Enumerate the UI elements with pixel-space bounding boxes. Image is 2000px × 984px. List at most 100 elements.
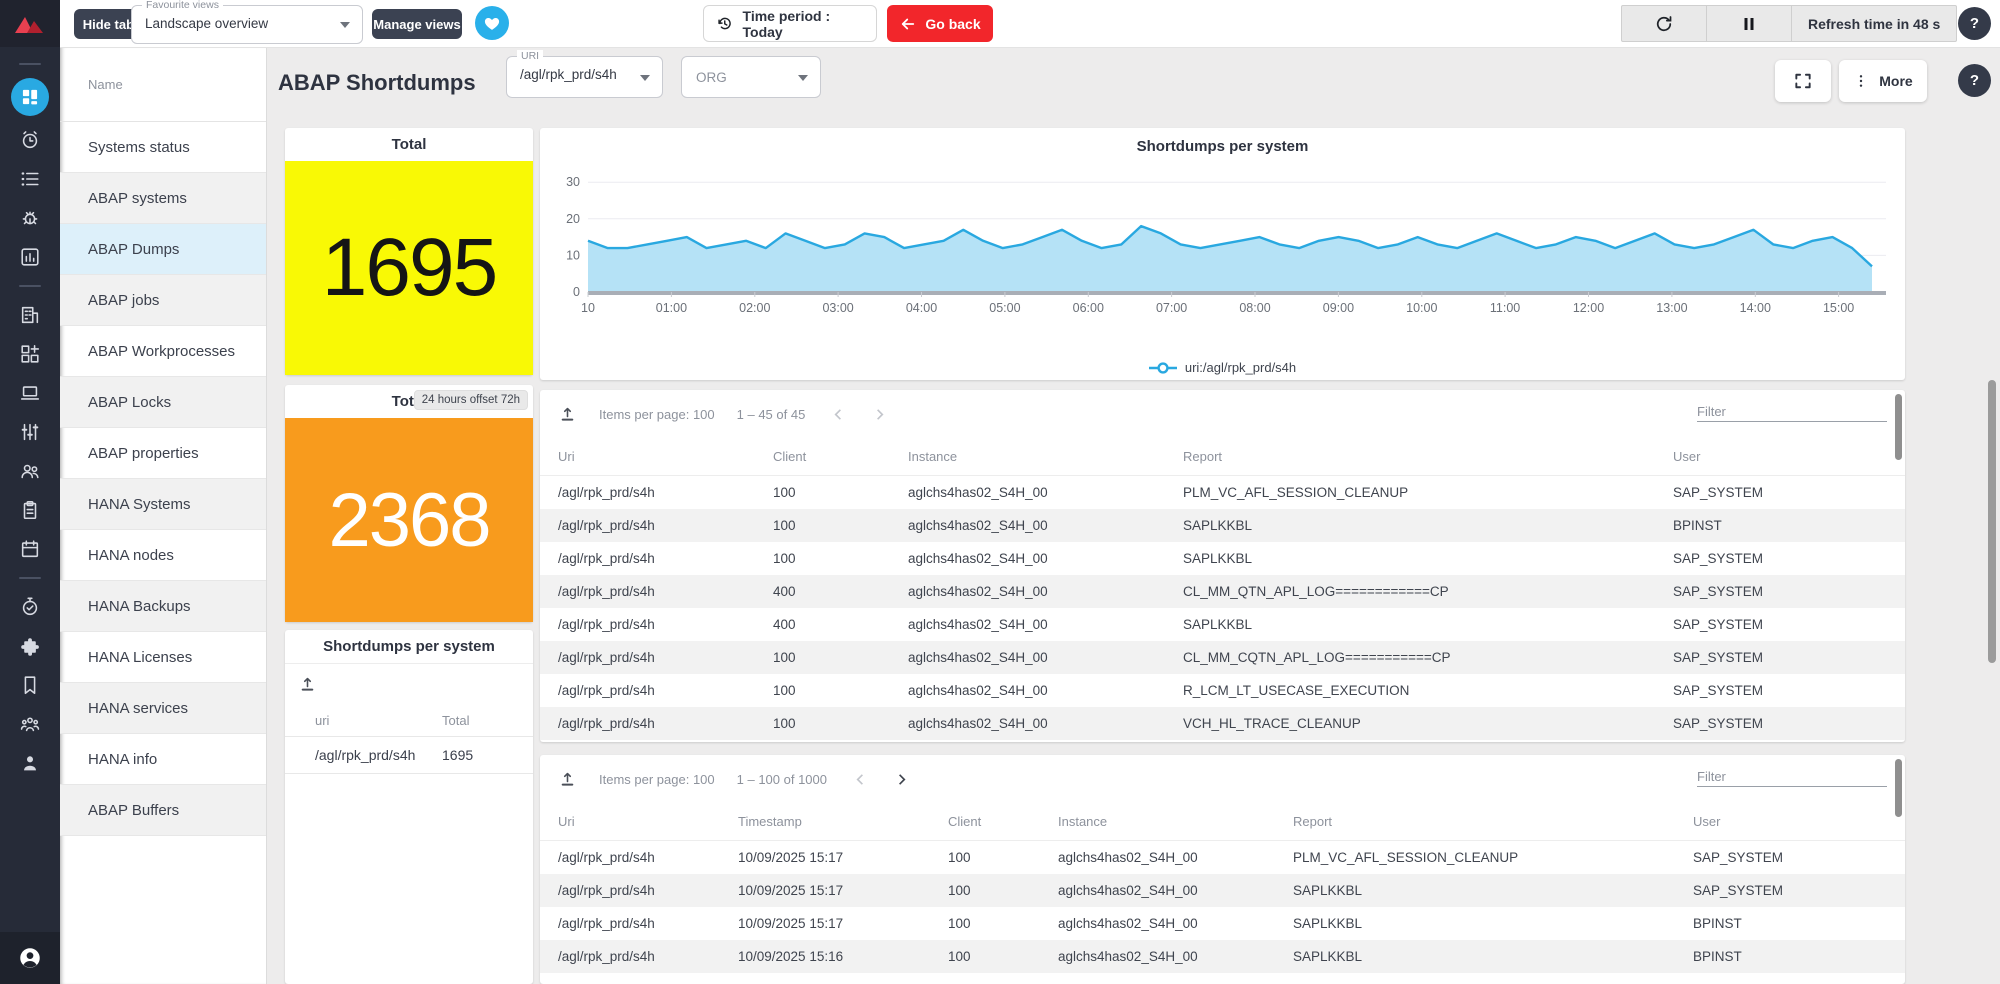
table-cell: SAPLKKBL [1183, 551, 1673, 566]
sidebar-item-label: Systems status [88, 139, 190, 156]
org-filter-select[interactable]: ORG [681, 56, 821, 98]
manage-views-button[interactable]: Manage views [372, 9, 462, 39]
column-header[interactable]: User [1693, 814, 1887, 829]
svg-text:06:00: 06:00 [1073, 301, 1104, 315]
table-row[interactable]: /agl/rpk_prd/s4h10/09/2025 15:16100aglch… [540, 940, 1905, 973]
sidebar-item-abap-buffers[interactable]: ABAP Buffers [60, 785, 266, 836]
items-per-page[interactable]: Items per page: 100 [599, 407, 715, 422]
chart-legend-item[interactable]: uri:/agl/rpk_prd/s4h [540, 360, 1905, 375]
export-icon[interactable] [298, 675, 317, 694]
table-cell: /agl/rpk_prd/s4h [558, 883, 738, 898]
timer-icon[interactable] [19, 596, 41, 618]
table-row[interactable]: /agl/rpk_prd/s4h1695 [285, 736, 533, 774]
favourite-views-select[interactable]: Favourite views Landscape overview [131, 5, 363, 44]
sidebar-item-abap-locks[interactable]: ABAP Locks [60, 377, 266, 428]
calendar-icon[interactable] [19, 538, 41, 560]
uri-filter-label: URI [517, 50, 543, 62]
sidebar-item-abap-workprocesses[interactable]: ABAP Workprocesses [60, 326, 266, 377]
refresh-now-button[interactable] [1622, 6, 1707, 41]
table-row[interactable]: /agl/rpk_prd/s4h100aglchs4has02_S4H_00SA… [540, 542, 1905, 575]
export-icon[interactable] [558, 405, 577, 424]
page-scrollbar-thumb[interactable] [1988, 380, 1996, 663]
bar-chart-icon[interactable] [19, 246, 41, 268]
sidebar-item-systems-status[interactable]: Systems status [60, 122, 266, 173]
clipboard-icon[interactable] [19, 499, 41, 521]
table-row[interactable]: /agl/rpk_prd/s4h100aglchs4has02_S4H_00CL… [540, 641, 1905, 674]
table-cell: /agl/rpk_prd/s4h [558, 916, 738, 931]
filter-input[interactable] [1697, 767, 1887, 787]
bookmark-icon[interactable] [19, 674, 41, 696]
bug-icon[interactable] [19, 207, 41, 229]
table-row[interactable]: /agl/rpk_prd/s4h400aglchs4has02_S4H_00SA… [540, 608, 1905, 641]
account-area[interactable] [0, 932, 60, 984]
sidebar-item-label: HANA Licenses [88, 649, 192, 666]
sidebar-item-abap-dumps[interactable]: ABAP Dumps [60, 224, 266, 275]
column-header[interactable]: Timestamp [738, 814, 948, 829]
team-icon[interactable] [19, 713, 41, 735]
account-icon[interactable] [17, 945, 43, 971]
table-row[interactable]: /agl/rpk_prd/s4h10/09/2025 15:17100aglch… [540, 907, 1905, 940]
table-row[interactable]: /agl/rpk_prd/s4h400aglchs4has02_S4H_00CL… [540, 575, 1905, 608]
time-period-button[interactable]: Time period : Today [703, 5, 877, 42]
dashboard-help-button[interactable]: ? [1958, 64, 1991, 97]
scrollbar-thumb[interactable] [1895, 394, 1902, 460]
logo-mountains-icon [13, 12, 47, 36]
sidebar-item-abap-jobs[interactable]: ABAP jobs [60, 275, 266, 326]
column-header[interactable]: Total [442, 713, 518, 728]
users-icon[interactable] [19, 460, 41, 482]
sidebar-item-hana-licenses[interactable]: HANA Licenses [60, 632, 266, 683]
sidebar-item-hana-services[interactable]: HANA services [60, 683, 266, 734]
table-cell: aglchs4has02_S4H_00 [908, 551, 1183, 566]
column-header[interactable]: uri [300, 713, 442, 728]
column-header[interactable]: Report [1293, 814, 1693, 829]
prev-page-button[interactable] [853, 772, 868, 787]
person-icon[interactable] [19, 752, 41, 774]
building-icon[interactable] [19, 304, 41, 326]
alarm-icon[interactable] [19, 129, 41, 151]
column-header[interactable]: Client [773, 449, 908, 464]
table-row[interactable]: /agl/rpk_prd/s4h100aglchs4has02_S4H_00SA… [540, 509, 1905, 542]
sidebar-item-hana-systems[interactable]: HANA Systems [60, 479, 266, 530]
next-page-button[interactable] [894, 772, 909, 787]
puzzle-icon[interactable] [19, 635, 41, 657]
sidebar-item-abap-systems[interactable]: ABAP systems [60, 173, 266, 224]
more-button[interactable]: More [1839, 60, 1927, 102]
favourite-heart-button[interactable] [475, 6, 509, 40]
sidebar-item-hana-nodes[interactable]: HANA nodes [60, 530, 266, 581]
table-cell: 10/09/2025 15:17 [738, 883, 948, 898]
column-header[interactable]: Report [1183, 449, 1673, 464]
table-row[interactable]: /agl/rpk_prd/s4h100aglchs4has02_S4H_00R_… [540, 674, 1905, 707]
table-row[interactable]: /agl/rpk_prd/s4h100aglchs4has02_S4H_00VC… [540, 707, 1905, 740]
laptop-icon[interactable] [19, 382, 41, 404]
items-per-page[interactable]: Items per page: 100 [599, 772, 715, 787]
list-icon[interactable] [19, 168, 41, 190]
column-header[interactable]: Uri [558, 814, 738, 829]
widgets-icon[interactable] [19, 343, 41, 365]
prev-page-button[interactable] [831, 407, 846, 422]
sidebar-item-abap-properties[interactable]: ABAP properties [60, 428, 266, 479]
column-header[interactable]: Uri [558, 449, 773, 464]
table-row[interactable]: /agl/rpk_prd/s4h100aglchs4has02_S4H_00PL… [540, 476, 1905, 509]
tune-icon[interactable] [19, 421, 41, 443]
pause-refresh-button[interactable] [1707, 6, 1792, 41]
sidebar-item-hana-backups[interactable]: HANA Backups [60, 581, 266, 632]
column-header[interactable]: User [1673, 449, 1887, 464]
help-button[interactable]: ? [1958, 7, 1991, 40]
fullscreen-button[interactable] [1775, 60, 1831, 102]
table-cell: CL_MM_CQTN_APL_LOG===========CP [1183, 650, 1673, 665]
uri-filter-select[interactable]: URI /agl/rpk_prd/s4h [506, 56, 663, 98]
sidebar-item-hana-info[interactable]: HANA info [60, 734, 266, 785]
column-header[interactable]: Client [948, 814, 1058, 829]
next-page-button[interactable] [872, 407, 887, 422]
go-back-button[interactable]: Go back [887, 5, 993, 42]
export-icon[interactable] [558, 770, 577, 789]
avantra-logo[interactable] [0, 0, 60, 47]
filter-input[interactable] [1697, 402, 1887, 422]
column-header[interactable]: Instance [1058, 814, 1293, 829]
table-row[interactable]: /agl/rpk_prd/s4h10/09/2025 15:17100aglch… [540, 874, 1905, 907]
sidebar-item-label: HANA nodes [88, 547, 174, 564]
table-row[interactable]: /agl/rpk_prd/s4h10/09/2025 15:17100aglch… [540, 841, 1905, 874]
dashboard-icon[interactable] [11, 78, 49, 116]
scrollbar-thumb[interactable] [1895, 759, 1902, 817]
column-header[interactable]: Instance [908, 449, 1183, 464]
